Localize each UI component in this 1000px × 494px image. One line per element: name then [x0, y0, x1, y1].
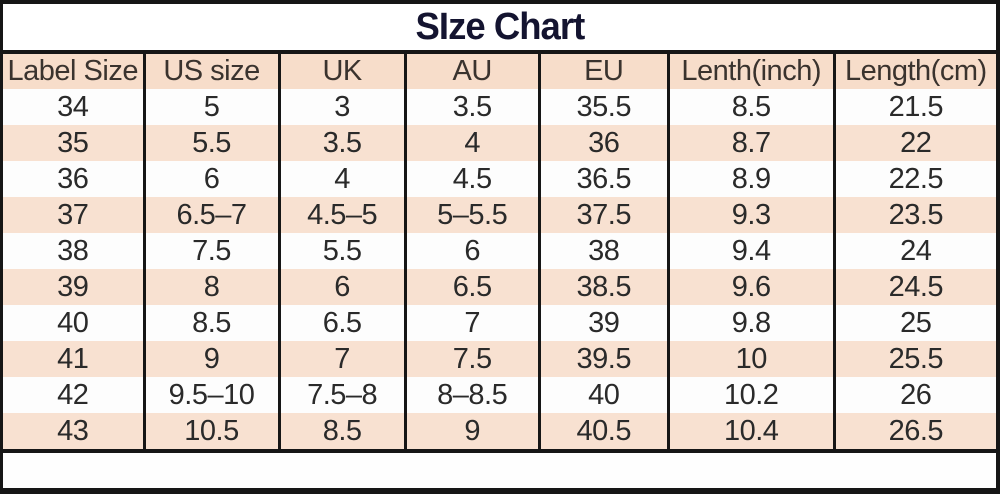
table-cell: 41	[3, 341, 144, 377]
page-title: SIze Chart	[415, 6, 585, 48]
table-body: 34 5 3 3.5 35.5 8.5 21.5 35 5.5 3.5 4 36 8.7 22 36 6 4 4.…	[3, 89, 996, 451]
table-cell: 38	[3, 233, 144, 269]
table-cell: 10.4	[666, 413, 835, 451]
table-cell: 35	[3, 125, 144, 161]
table-cell: 10.5	[142, 413, 280, 451]
table-cell: 5.5	[142, 125, 280, 161]
table-cell: 4	[403, 125, 540, 161]
table-cell: 42	[3, 377, 144, 413]
table-cell: 36	[537, 125, 669, 161]
table-cell: 5.5	[277, 233, 406, 269]
table-cell: 9.3	[666, 197, 835, 233]
table-row: 40 8.5 6.5 7 39 9.8 25	[3, 305, 996, 341]
table-cell: 9	[142, 341, 280, 377]
table-cell: 24.5	[832, 269, 996, 305]
table-row: 39 8 6 6.5 38.5 9.6 24.5	[3, 269, 996, 305]
table-row: 42 9.5–10 7.5–8 8–8.5 40 10.2 26	[3, 377, 996, 413]
table-cell: 6.5–7	[142, 197, 280, 233]
table-row: 43 10.5 8.5 9 40.5 10.4 26.5	[3, 413, 996, 451]
table-cell: 8.9	[666, 161, 835, 197]
table-cell: 7.5–8	[277, 377, 406, 413]
table-row: 34 5 3 3.5 35.5 8.5 21.5	[3, 89, 996, 125]
table-cell: 4.5–5	[277, 197, 406, 233]
table-cell: 24	[832, 233, 996, 269]
table-cell: 9.6	[666, 269, 835, 305]
table-cell: 9.8	[666, 305, 835, 341]
table-cell: 40	[537, 377, 669, 413]
table-cell: 22.5	[832, 161, 996, 197]
footer-band	[3, 453, 996, 488]
table-cell: 22	[832, 125, 996, 161]
table-cell: 9	[403, 413, 540, 451]
table-cell: 37.5	[537, 197, 669, 233]
table-cell: 6	[142, 161, 280, 197]
table-cell: 39	[3, 269, 144, 305]
table-cell: 25.5	[832, 341, 996, 377]
table-cell: 43	[3, 413, 144, 451]
table-cell: 4	[277, 161, 406, 197]
table-row: 37 6.5–7 4.5–5 5–5.5 37.5 9.3 23.5	[3, 197, 996, 233]
table-cell: 4.5	[403, 161, 540, 197]
table-cell: 40	[3, 305, 144, 341]
table-cell: 39	[537, 305, 669, 341]
table-cell: 36.5	[537, 161, 669, 197]
table-cell: 38	[537, 233, 669, 269]
table-cell: 6	[277, 269, 406, 305]
table-cell: 3	[277, 89, 406, 125]
title-band: SIze Chart	[3, 4, 996, 54]
header-row: Label Size US size UK AU EU Lenth(inch) Length…	[3, 54, 996, 89]
table-cell: 10	[666, 341, 835, 377]
table-cell: 7	[403, 305, 540, 341]
table-cell: 25	[832, 305, 996, 341]
table-cell: 9.4	[666, 233, 835, 269]
column-header: EU	[537, 54, 669, 89]
table-cell: 23.5	[832, 197, 996, 233]
table-row: 38 7.5 5.5 6 38 9.4 24	[3, 233, 996, 269]
column-header: Lenth(inch)	[666, 54, 835, 89]
column-header: UK	[277, 54, 406, 89]
table-cell: 8	[142, 269, 280, 305]
table-cell: 7.5	[142, 233, 280, 269]
table-cell: 7	[277, 341, 406, 377]
table-cell: 8.5	[666, 89, 835, 125]
table-cell: 6.5	[403, 269, 540, 305]
table-row: 36 6 4 4.5 36.5 8.9 22.5	[3, 161, 996, 197]
table-cell: 5	[142, 89, 280, 125]
table-cell: 8–8.5	[403, 377, 540, 413]
table-cell: 26.5	[832, 413, 996, 451]
table-cell: 39.5	[537, 341, 669, 377]
table-cell: 38.5	[537, 269, 669, 305]
column-header: Label Size	[3, 54, 144, 89]
table-cell: 8.5	[277, 413, 406, 451]
column-header: AU	[403, 54, 540, 89]
table-cell: 3.5	[403, 89, 540, 125]
table-cell: 26	[832, 377, 996, 413]
table-cell: 9.5–10	[142, 377, 280, 413]
table-cell: 6.5	[277, 305, 406, 341]
table-cell: 8.5	[142, 305, 280, 341]
table-cell: 6	[403, 233, 540, 269]
column-header: US size	[142, 54, 280, 89]
column-header: Length(cm)	[832, 54, 996, 89]
table-cell: 5–5.5	[403, 197, 540, 233]
table-cell: 36	[3, 161, 144, 197]
size-table: Label Size US size UK AU EU Lenth(inch) Length…	[3, 54, 996, 453]
table-cell: 35.5	[537, 89, 669, 125]
table-row: 35 5.5 3.5 4 36 8.7 22	[3, 125, 996, 161]
table-cell: 8.7	[666, 125, 835, 161]
table-cell: 40.5	[537, 413, 669, 451]
table-cell: 10.2	[666, 377, 835, 413]
table-cell: 34	[3, 89, 144, 125]
table-row: 41 9 7 7.5 39.5 10 25.5	[3, 341, 996, 377]
table-cell: 3.5	[277, 125, 406, 161]
table-cell: 21.5	[832, 89, 996, 125]
table-cell: 37	[3, 197, 144, 233]
table-cell: 7.5	[403, 341, 540, 377]
